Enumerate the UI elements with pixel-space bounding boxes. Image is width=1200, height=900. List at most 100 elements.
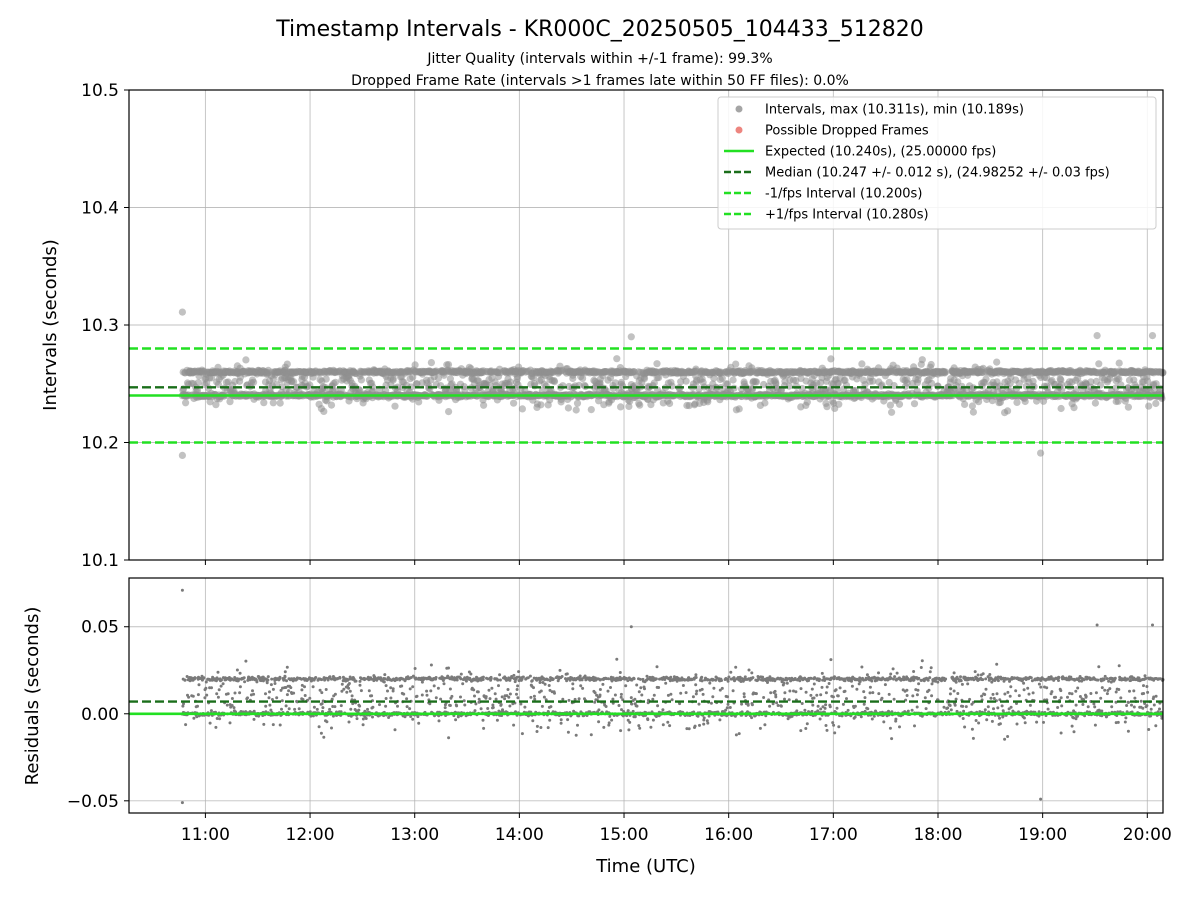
residual-point xyxy=(628,720,632,724)
residual-point xyxy=(477,697,481,701)
residual-point xyxy=(425,693,429,697)
residual-point xyxy=(633,715,637,719)
residual-point xyxy=(571,682,575,686)
residual-point xyxy=(347,686,351,690)
residual-point xyxy=(651,697,655,701)
residual-point xyxy=(339,704,343,708)
residual-point xyxy=(649,725,653,729)
residual-point xyxy=(517,675,521,679)
residual-point xyxy=(347,720,351,724)
residual-point xyxy=(303,694,307,697)
residual-point xyxy=(629,696,633,700)
residual-point xyxy=(519,702,523,706)
residual-point xyxy=(533,697,537,701)
interval-point xyxy=(445,408,453,416)
residual-point xyxy=(635,683,639,687)
residual-point xyxy=(216,670,220,674)
residual-point xyxy=(574,733,578,737)
residual-point xyxy=(655,665,659,669)
interval-point xyxy=(961,400,969,408)
residual-point xyxy=(488,697,492,701)
residual-point xyxy=(228,721,232,725)
interval-point xyxy=(242,356,250,364)
interval-point xyxy=(636,401,644,409)
residual-point xyxy=(479,707,483,711)
residual-point xyxy=(264,692,267,696)
residual-point xyxy=(238,685,242,689)
residual-point xyxy=(325,720,329,724)
residual-point xyxy=(694,676,698,679)
residual-point xyxy=(539,689,543,693)
residual-point xyxy=(609,686,612,689)
residual-point xyxy=(230,697,234,700)
residual-point xyxy=(202,676,206,680)
residual-point xyxy=(615,657,619,661)
residual-point xyxy=(233,691,237,695)
residual-point xyxy=(624,684,628,688)
residual-point xyxy=(610,718,614,722)
residual-point xyxy=(184,723,188,727)
residual-point xyxy=(498,673,502,677)
residual-point xyxy=(436,686,440,690)
interval-point xyxy=(1115,359,1123,367)
top-interval-points xyxy=(178,308,1167,459)
residual-point xyxy=(548,718,552,722)
residual-point xyxy=(183,678,187,682)
residual-point xyxy=(700,675,704,679)
interval-point xyxy=(415,398,423,406)
residual-point xyxy=(495,718,499,722)
residual-point xyxy=(455,678,459,682)
interval-point xyxy=(413,380,421,388)
residual-point xyxy=(429,689,433,693)
residual-point xyxy=(571,687,575,691)
residual-point xyxy=(645,674,649,678)
residual-point xyxy=(330,726,333,730)
residual-point xyxy=(287,689,291,693)
residual-point xyxy=(607,721,611,725)
interval-point xyxy=(572,406,580,414)
interval-point xyxy=(331,378,339,386)
residual-point xyxy=(287,707,291,711)
interval-point xyxy=(357,376,365,384)
interval-point xyxy=(1070,404,1078,412)
residual-point xyxy=(531,719,535,723)
residual-point xyxy=(415,694,419,698)
residual-point xyxy=(439,697,443,701)
residual-point xyxy=(328,707,332,711)
top-y-tick-label: 10.4 xyxy=(81,199,119,219)
bottom-residual-points xyxy=(180,588,1165,805)
residual-point xyxy=(347,682,351,685)
residual-point xyxy=(679,691,683,695)
residual-point xyxy=(292,691,296,695)
residual-point xyxy=(350,694,354,698)
interval-point xyxy=(411,361,419,369)
residual-point xyxy=(371,715,374,719)
residual-point xyxy=(520,732,524,736)
residual-point xyxy=(637,690,641,694)
residual-point xyxy=(472,688,476,692)
interval-point xyxy=(942,368,950,376)
residual-point xyxy=(210,686,213,690)
residual-point xyxy=(630,702,634,706)
residual-point xyxy=(434,676,438,679)
residual-point xyxy=(409,715,413,718)
interval-point xyxy=(276,399,284,407)
interval-point xyxy=(682,377,690,385)
residual-point xyxy=(654,677,658,681)
residual-point xyxy=(664,681,668,685)
residual-point xyxy=(497,684,500,688)
residual-point xyxy=(216,695,220,699)
legend-label: Possible Dropped Frames xyxy=(765,124,929,139)
residual-point xyxy=(284,704,288,708)
residual-point xyxy=(661,708,665,712)
residual-point xyxy=(320,702,324,706)
residual-point xyxy=(270,677,274,681)
top-y-tick-label: 10.2 xyxy=(81,434,119,454)
residual-point xyxy=(391,689,395,693)
residual-point xyxy=(355,717,359,721)
legend-marker xyxy=(735,105,743,113)
residual-point xyxy=(220,678,223,682)
interval-point xyxy=(761,399,769,407)
legend-marker xyxy=(735,126,743,134)
residual-point xyxy=(217,688,221,692)
